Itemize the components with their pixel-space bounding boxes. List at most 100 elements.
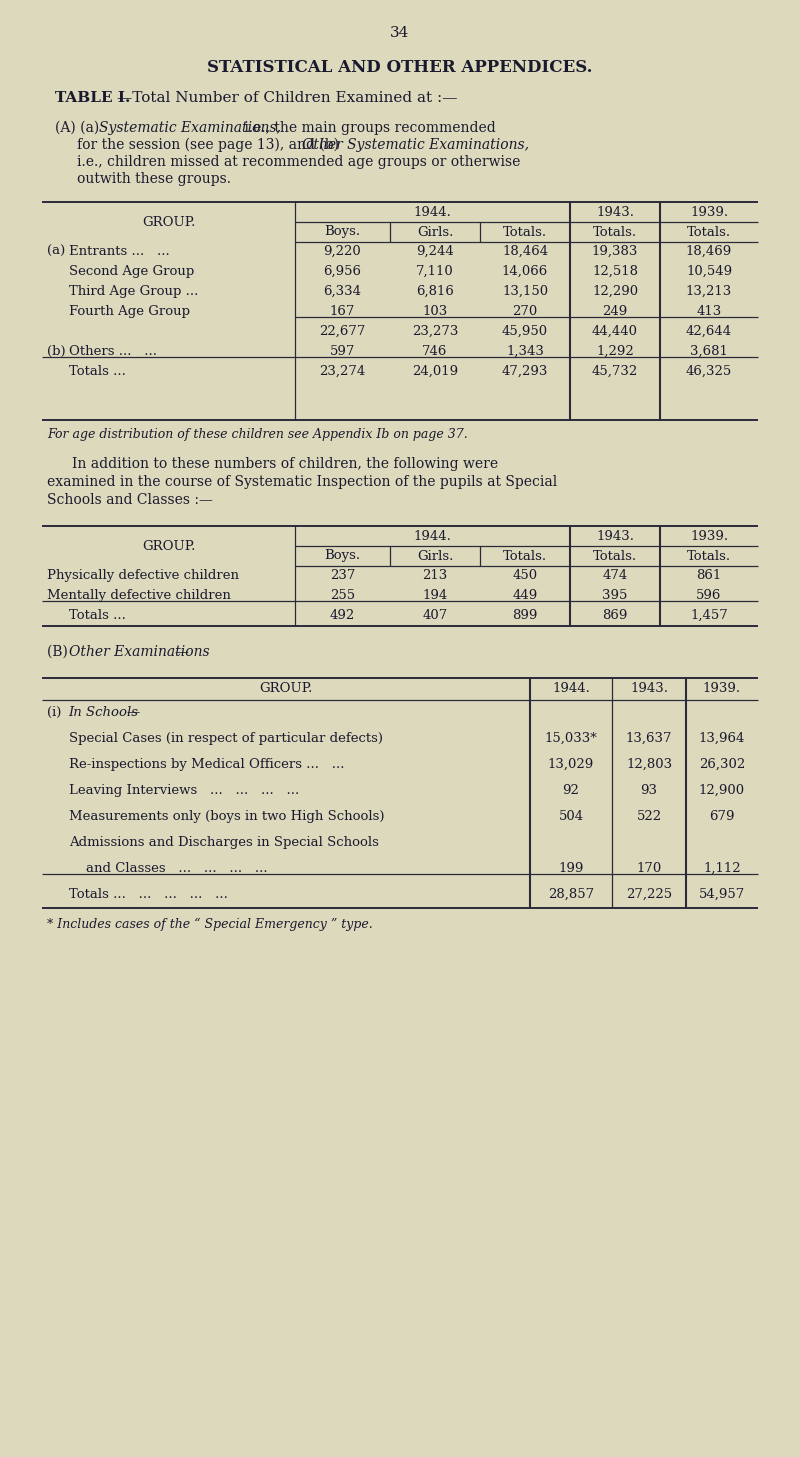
Text: 12,290: 12,290 bbox=[592, 286, 638, 299]
Text: outwith these groups.: outwith these groups. bbox=[77, 172, 231, 186]
Text: 14,066: 14,066 bbox=[502, 265, 548, 278]
Text: Totals.: Totals. bbox=[593, 226, 637, 239]
Text: (b): (b) bbox=[47, 345, 66, 358]
Text: Totals ...   ...   ...   ...   ...: Totals ... ... ... ... ... bbox=[69, 887, 228, 900]
Text: 22,677: 22,677 bbox=[319, 325, 366, 338]
Text: 13,637: 13,637 bbox=[626, 731, 672, 745]
Text: 1,292: 1,292 bbox=[596, 345, 634, 358]
Text: 1943.: 1943. bbox=[630, 682, 668, 695]
Text: 407: 407 bbox=[422, 609, 448, 622]
Text: STATISTICAL AND OTHER APPENDICES.: STATISTICAL AND OTHER APPENDICES. bbox=[207, 58, 593, 76]
Text: 270: 270 bbox=[512, 305, 538, 318]
Text: 7,110: 7,110 bbox=[416, 265, 454, 278]
Text: 1943.: 1943. bbox=[596, 529, 634, 542]
Text: 28,857: 28,857 bbox=[548, 887, 594, 900]
Text: TABLE I.: TABLE I. bbox=[55, 90, 130, 105]
Text: 46,325: 46,325 bbox=[686, 366, 732, 377]
Text: 1944.: 1944. bbox=[414, 205, 451, 219]
Text: 1943.: 1943. bbox=[596, 205, 634, 219]
Text: —: — bbox=[174, 645, 188, 659]
Text: 47,293: 47,293 bbox=[502, 366, 548, 377]
Text: 27,225: 27,225 bbox=[626, 887, 672, 900]
Text: Admissions and Discharges in Special Schools: Admissions and Discharges in Special Sch… bbox=[69, 836, 379, 849]
Text: for the session (see page 13), and (b): for the session (see page 13), and (b) bbox=[77, 137, 343, 152]
Text: (a): (a) bbox=[47, 245, 66, 258]
Text: 395: 395 bbox=[602, 589, 628, 602]
Text: 13,029: 13,029 bbox=[548, 758, 594, 771]
Text: 18,464: 18,464 bbox=[502, 245, 548, 258]
Text: Totals.: Totals. bbox=[503, 226, 547, 239]
Text: Other Systematic Examinations,: Other Systematic Examinations, bbox=[302, 138, 529, 152]
Text: 42,644: 42,644 bbox=[686, 325, 732, 338]
Text: 92: 92 bbox=[562, 784, 579, 797]
Text: i.e., children missed at recommended age groups or otherwise: i.e., children missed at recommended age… bbox=[77, 154, 520, 169]
Text: 1939.: 1939. bbox=[690, 205, 728, 219]
Text: In addition to these numbers of children, the following were: In addition to these numbers of children… bbox=[72, 457, 498, 471]
Text: * Includes cases of the “ Special Emergency ” type.: * Includes cases of the “ Special Emerge… bbox=[47, 918, 373, 931]
Text: Physically defective children: Physically defective children bbox=[47, 570, 239, 581]
Text: Systematic Examinations,: Systematic Examinations, bbox=[99, 121, 281, 136]
Text: 34: 34 bbox=[390, 26, 410, 39]
Text: 44,440: 44,440 bbox=[592, 325, 638, 338]
Text: 1939.: 1939. bbox=[690, 529, 728, 542]
Text: Others ...   ...: Others ... ... bbox=[69, 345, 157, 358]
Text: Totals.: Totals. bbox=[593, 549, 637, 562]
Text: In Schools: In Schools bbox=[68, 707, 138, 718]
Text: 13,150: 13,150 bbox=[502, 286, 548, 299]
Text: (B): (B) bbox=[47, 645, 72, 659]
Text: —: — bbox=[126, 707, 139, 718]
Text: 596: 596 bbox=[696, 589, 722, 602]
Text: 899: 899 bbox=[512, 609, 538, 622]
Text: Totals ...: Totals ... bbox=[69, 366, 126, 377]
Text: 18,469: 18,469 bbox=[686, 245, 732, 258]
Text: 1939.: 1939. bbox=[703, 682, 741, 695]
Text: GROUP.: GROUP. bbox=[142, 539, 195, 552]
Text: GROUP.: GROUP. bbox=[259, 682, 313, 695]
Text: Leaving Interviews   ...   ...   ...   ...: Leaving Interviews ... ... ... ... bbox=[69, 784, 299, 797]
Text: 9,220: 9,220 bbox=[324, 245, 362, 258]
Text: 12,803: 12,803 bbox=[626, 758, 672, 771]
Text: Boys.: Boys. bbox=[325, 549, 361, 562]
Text: Fourth Age Group: Fourth Age Group bbox=[69, 305, 190, 318]
Text: 13,213: 13,213 bbox=[686, 286, 732, 299]
Text: Girls.: Girls. bbox=[417, 549, 453, 562]
Text: 12,900: 12,900 bbox=[699, 784, 745, 797]
Text: 12,518: 12,518 bbox=[592, 265, 638, 278]
Text: (i): (i) bbox=[47, 707, 66, 718]
Text: Totals.: Totals. bbox=[687, 549, 731, 562]
Text: 15,033*: 15,033* bbox=[545, 731, 598, 745]
Text: 23,273: 23,273 bbox=[412, 325, 458, 338]
Text: 13,964: 13,964 bbox=[699, 731, 745, 745]
Text: (A) (a): (A) (a) bbox=[55, 121, 104, 136]
Text: 522: 522 bbox=[637, 810, 662, 823]
Text: 504: 504 bbox=[558, 810, 583, 823]
Text: For age distribution of these children see Appendix Ib on page 37.: For age distribution of these children s… bbox=[47, 428, 468, 441]
Text: 6,816: 6,816 bbox=[416, 286, 454, 299]
Text: 199: 199 bbox=[558, 863, 584, 876]
Text: Special Cases (in respect of particular defects): Special Cases (in respect of particular … bbox=[69, 731, 383, 745]
Text: 449: 449 bbox=[512, 589, 538, 602]
Text: Re-inspections by Medical Officers ...   ...: Re-inspections by Medical Officers ... .… bbox=[69, 758, 345, 771]
Text: Entrants ...   ...: Entrants ... ... bbox=[69, 245, 170, 258]
Text: 597: 597 bbox=[330, 345, 355, 358]
Text: 10,549: 10,549 bbox=[686, 265, 732, 278]
Text: 1944.: 1944. bbox=[552, 682, 590, 695]
Text: Second Age Group: Second Age Group bbox=[69, 265, 194, 278]
Text: 6,334: 6,334 bbox=[323, 286, 362, 299]
Text: Mentally defective children: Mentally defective children bbox=[47, 589, 231, 602]
Text: Totals.: Totals. bbox=[503, 549, 547, 562]
Text: Measurements only (boys in two High Schools): Measurements only (boys in two High Scho… bbox=[69, 810, 385, 823]
Text: 54,957: 54,957 bbox=[699, 887, 745, 900]
Text: 249: 249 bbox=[602, 305, 628, 318]
Text: 474: 474 bbox=[602, 570, 628, 581]
Text: 746: 746 bbox=[422, 345, 448, 358]
Text: examined in the course of Systematic Inspection of the pupils at Special: examined in the course of Systematic Ins… bbox=[47, 475, 558, 490]
Text: 24,019: 24,019 bbox=[412, 366, 458, 377]
Text: 679: 679 bbox=[710, 810, 734, 823]
Text: 103: 103 bbox=[422, 305, 448, 318]
Text: 213: 213 bbox=[422, 570, 448, 581]
Text: 194: 194 bbox=[422, 589, 448, 602]
Text: and Classes   ...   ...   ...   ...: and Classes ... ... ... ... bbox=[69, 863, 268, 876]
Text: 170: 170 bbox=[636, 863, 662, 876]
Text: Boys.: Boys. bbox=[325, 226, 361, 239]
